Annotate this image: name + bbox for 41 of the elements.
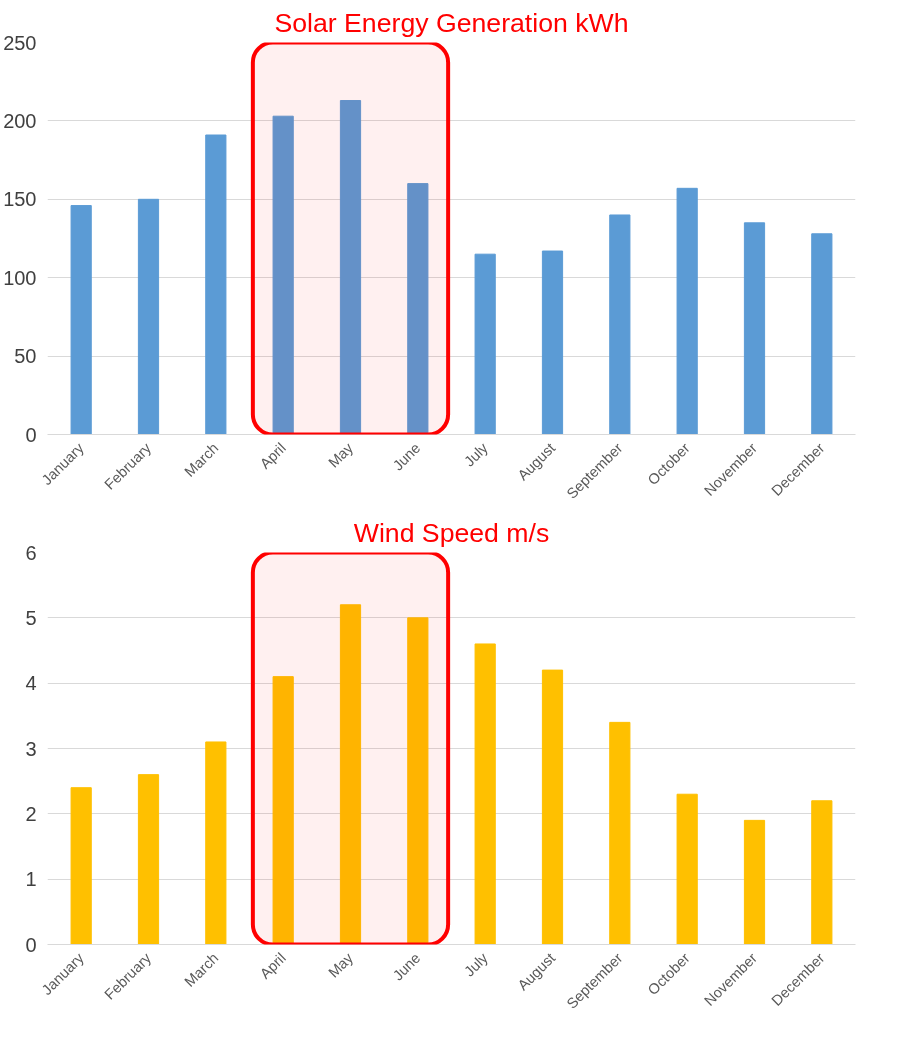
bar xyxy=(137,198,160,435)
y-tick-label: 250 xyxy=(3,31,37,54)
bar xyxy=(272,115,294,435)
y-tick-label: 1 xyxy=(25,868,37,891)
y-tick-label: 0 xyxy=(25,933,37,956)
x-tick-label: July xyxy=(461,949,492,980)
y-tick-label: 6 xyxy=(25,541,37,564)
bar xyxy=(205,741,227,945)
bar xyxy=(70,205,92,435)
y-tick-label: 100 xyxy=(3,266,37,289)
y-tick-label: 150 xyxy=(3,188,37,211)
bar xyxy=(70,787,92,945)
bar xyxy=(541,250,564,435)
bar xyxy=(541,669,564,945)
chart-title: Solar Energy Generation kWh xyxy=(274,7,629,38)
bar xyxy=(811,800,833,945)
bar xyxy=(743,222,766,435)
y-tick-label: 5 xyxy=(25,606,37,629)
y-tick-label: 50 xyxy=(14,345,37,368)
bar xyxy=(407,183,429,435)
bar xyxy=(811,233,833,435)
bar xyxy=(743,819,766,945)
bar xyxy=(339,604,362,945)
chart-title: Wind Speed m/s xyxy=(353,517,550,548)
bar xyxy=(676,187,698,435)
x-tick-label: July xyxy=(461,439,492,470)
bar xyxy=(339,100,362,435)
y-tick-label: 0 xyxy=(25,423,37,446)
y-tick-label: 3 xyxy=(25,737,37,760)
bar xyxy=(407,617,429,945)
bar xyxy=(474,253,496,435)
bar xyxy=(205,134,227,435)
bar xyxy=(609,214,631,435)
y-tick-label: 4 xyxy=(25,672,37,695)
bar xyxy=(676,793,698,945)
bar xyxy=(272,676,294,945)
bar xyxy=(609,721,631,945)
y-tick-label: 2 xyxy=(25,802,37,825)
bar xyxy=(137,774,160,945)
bar xyxy=(474,643,496,945)
y-tick-label: 200 xyxy=(3,109,37,132)
